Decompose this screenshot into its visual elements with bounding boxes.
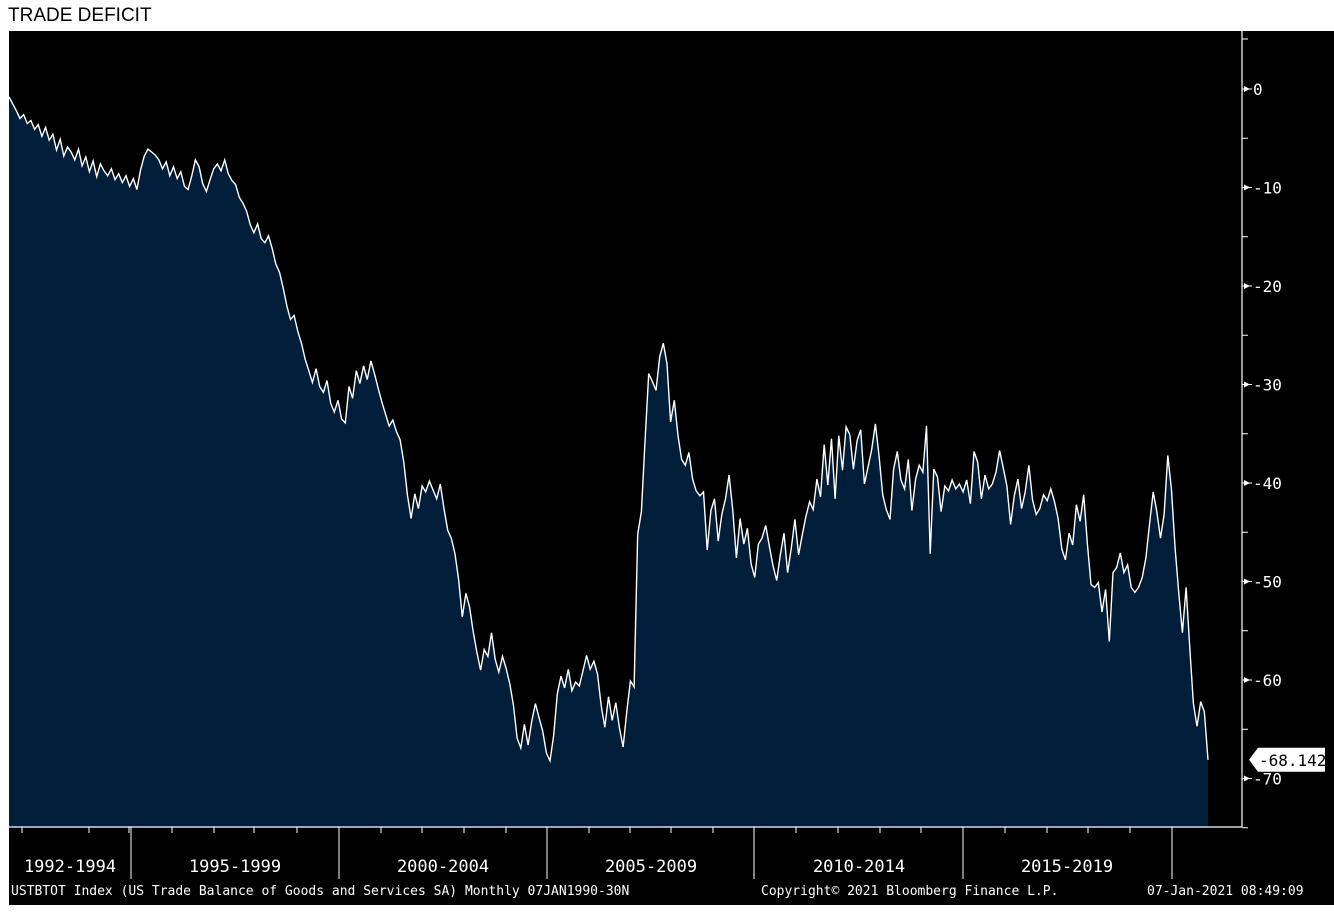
y-tick-label: -60 bbox=[1253, 671, 1282, 690]
x-period-label: 1992-1994 bbox=[24, 857, 116, 877]
y-tick-label: -30 bbox=[1253, 376, 1282, 395]
series-area-fill bbox=[9, 96, 1208, 827]
footer-index-description: USTBTOT Index (US Trade Balance of Goods… bbox=[11, 884, 629, 899]
x-period-label: 2000-2004 bbox=[397, 857, 489, 877]
last-value-marker: -68.142 bbox=[1249, 747, 1326, 772]
y-tick-arrow bbox=[1244, 677, 1250, 683]
y-tick-label: 0 bbox=[1253, 80, 1263, 99]
y-tick-arrow bbox=[1244, 480, 1250, 486]
y-tick-label: -20 bbox=[1253, 277, 1282, 296]
y-tick-arrow bbox=[1244, 381, 1250, 388]
x-period-label: 2015-2019 bbox=[1021, 857, 1113, 877]
y-tick-label: -50 bbox=[1253, 573, 1282, 592]
x-period-label: 2010-2014 bbox=[813, 857, 905, 877]
y-tick-arrow bbox=[1244, 775, 1250, 782]
last-value-box bbox=[1249, 747, 1325, 772]
chart: 0 -10 -20 -30 -40 -50 -60 -70 1992-1994 1995-199… bbox=[8, 31, 1334, 905]
footer-timestamp: 07-Jan-2021 08:49:09 bbox=[1147, 884, 1304, 899]
area-layer bbox=[8, 96, 1209, 827]
series-line bbox=[8, 96, 1209, 764]
y-tick-arrow bbox=[1244, 578, 1250, 585]
last-value-label: -68.142 bbox=[1259, 751, 1326, 770]
y-tick-arrow bbox=[1244, 283, 1250, 289]
chart-svg: 0 -10 -20 -30 -40 -50 -60 -70 1992-1994 1995-199… bbox=[8, 31, 1334, 905]
y-tick-arrow bbox=[1244, 184, 1250, 191]
y-tick-label: -10 bbox=[1253, 179, 1282, 198]
y-tick-label: -40 bbox=[1253, 474, 1282, 493]
x-period-label: 2005-2009 bbox=[605, 857, 697, 877]
footer-copyright: Copyright© 2021 Bloomberg Finance L.P. bbox=[761, 884, 1058, 899]
page-title: TRADE DEFICIT bbox=[8, 5, 152, 26]
y-tick-label: -70 bbox=[1253, 770, 1282, 789]
x-period-label: 1995-1999 bbox=[189, 857, 281, 877]
x-axis: 1992-1994 1995-1999 2000-2004 2005-2009 2010… bbox=[21, 827, 1173, 879]
y-tick-arrow bbox=[1244, 86, 1250, 92]
y-axis: 0 -10 -20 -30 -40 -50 -60 -70 bbox=[1242, 38, 1282, 829]
